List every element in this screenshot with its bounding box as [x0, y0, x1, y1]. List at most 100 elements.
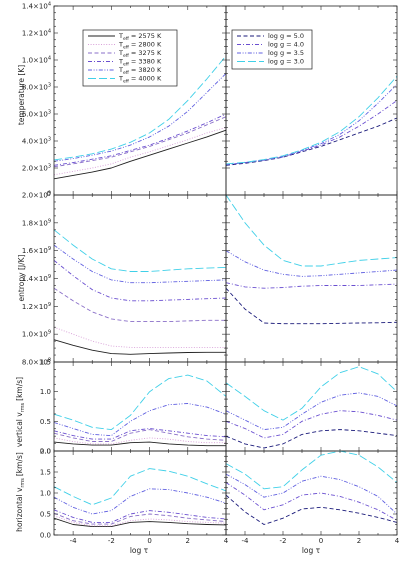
series-line-temperature-left-1	[53, 127, 227, 176]
y-tick-mantissa: 1.4×10	[22, 3, 48, 11]
y-tick-label: 1.0	[40, 388, 51, 396]
y-tick-label: 1.0×104	[22, 56, 51, 65]
x-tick-label: -2	[280, 537, 287, 545]
plot-frame	[53, 194, 227, 363]
x-tick-label: 2	[357, 537, 361, 545]
series-line-vertical-left-5	[53, 374, 227, 431]
legend-label-sub: eff	[123, 62, 130, 68]
legend-box	[231, 29, 313, 70]
y-tick-label: 1.6×109	[22, 246, 51, 255]
series-line-vertical-left-3	[53, 428, 227, 440]
panel-horizontal-right: -4 -2 0 2 4	[225, 450, 400, 545]
series-line-vertical-right-2	[225, 392, 398, 431]
y-tick-exponent: 3	[48, 110, 51, 116]
legend-entry-label: log g = 3.5	[268, 49, 304, 57]
legend-label-value: = 3380 K	[131, 58, 162, 66]
plot-frame	[225, 194, 398, 363]
y-tick-exponent: 9	[48, 218, 51, 224]
legend-label-main: T	[118, 41, 123, 49]
x-tick-label: 0	[319, 537, 323, 545]
legend-box	[82, 29, 178, 87]
panels-group: 2.0×1034.0×1036.0×1038.0×1031.0×1041.2×1…	[22, 2, 400, 546]
series-line-vertical-right-0	[225, 429, 398, 449]
legend-entry-label: Teff = 3275 K	[118, 49, 162, 59]
series-line-temperature-right-1	[225, 100, 398, 166]
x-tick-label: 2	[186, 537, 190, 545]
plot-frame	[53, 361, 227, 452]
legend-label-sub: eff	[123, 70, 130, 76]
series-line-horizontal-right-0	[225, 494, 398, 525]
series-line-temperature-right-0	[225, 117, 398, 166]
legend-entry-label: log g = 4.0	[268, 41, 304, 49]
y-tick-label: 1.5	[40, 469, 51, 477]
y-tick-exponent: 3	[48, 83, 51, 89]
y-tick-mantissa: 1.0×10	[22, 57, 48, 65]
series-line-entropy-right-0	[225, 287, 398, 325]
y-tick-label: 1.2×104	[22, 29, 51, 38]
ylabel-entropy: entropy [J/K]	[17, 254, 26, 301]
y-tick-exponent: 9	[48, 302, 51, 308]
y-tick-label: 1.2×109	[22, 302, 51, 311]
x-axis-labels-group: log τ log τ	[130, 546, 321, 555]
series-line-horizontal-left-3	[53, 509, 227, 523]
legend-label-sub: eff	[123, 53, 130, 59]
y-tick-label: 0.0	[40, 532, 51, 540]
y-tick-label: 0.5	[40, 511, 51, 519]
series-line-entropy-right-3	[225, 194, 398, 267]
y-tick-exponent: 4	[48, 2, 51, 8]
y-tick-exponent: 3	[48, 137, 51, 143]
legend-label-value: = 2575 K	[131, 32, 162, 40]
y-tick-mantissa: 6.0×10	[22, 111, 48, 119]
y-tick-exponent: 9	[48, 330, 51, 336]
y-tick-exponent: 3	[48, 164, 51, 170]
y-tick-exponent: 8	[48, 358, 51, 364]
y-tick-label-zero: 0	[47, 190, 51, 198]
y-tick-exponent: 9	[48, 191, 51, 197]
y-tick-label: 1.4×109	[22, 274, 51, 283]
y-tick-mantissa: 1.2×10	[22, 303, 48, 311]
y-tick-label: 0.5	[40, 418, 51, 426]
series-line-entropy-left-3	[53, 260, 227, 302]
x-tick-label: -4	[242, 537, 250, 545]
ylabel-vertical-main: vertical v	[15, 412, 24, 447]
y-tick-label: 0.0	[40, 448, 51, 456]
series-line-vertical-left-0	[53, 441, 226, 447]
ylabel-vertical-vrms: vertical vrms[km/s]	[15, 377, 26, 447]
legend-label-sub: eff	[123, 45, 130, 51]
y-tick-label: 8.0×108	[22, 358, 51, 367]
y-tick-mantissa: 2.0×10	[22, 165, 48, 173]
legend-entry-label: Teff = 3820 K	[118, 66, 162, 76]
y-tick-mantissa: 1.2×10	[22, 30, 48, 38]
y-tick-mantissa: 1.6×10	[22, 247, 48, 255]
legend-label-value: = 3820 K	[131, 66, 162, 74]
y-tick-label: 2.0×109	[22, 191, 51, 200]
ylabel-horizontal-unit: [km/s]	[15, 452, 24, 476]
legend-entry-label: Teff = 2800 K	[118, 41, 162, 51]
series-line-entropy-left-5	[53, 229, 227, 272]
y-tick-exponent: 4	[48, 29, 51, 35]
legend-label-value: = 4000 K	[131, 75, 162, 83]
y-tick-label: 8.0×103	[22, 83, 51, 92]
panel-entropy-right	[225, 194, 398, 363]
y-tick-label: 2.0×103	[22, 164, 51, 173]
series-line-vertical-right-1	[225, 410, 398, 439]
legend-entry-label: Teff = 3380 K	[118, 58, 162, 68]
series-line-temperature-left-0	[53, 129, 227, 180]
series-line-temperature-left-5	[53, 55, 227, 161]
series-line-entropy-left-2	[53, 287, 226, 323]
x-tick-label: -4	[70, 537, 78, 545]
y-tick-mantissa: 8.0×10	[22, 84, 48, 92]
legend-label-value: = 2800 K	[131, 41, 162, 49]
series-line-entropy-left-1	[53, 326, 226, 348]
series-line-temperature-right-3	[225, 75, 398, 165]
panel-temperature-right	[225, 5, 398, 196]
series-line-horizontal-left-5	[53, 468, 227, 506]
ylabel-vertical-sub: rms	[20, 402, 26, 412]
series-line-horizontal-left-1	[53, 515, 227, 527]
series-line-horizontal-left-4	[53, 488, 227, 515]
ylabel-horizontal-main: horizontal v	[15, 487, 24, 532]
legend-label-value: = 3275 K	[131, 49, 162, 57]
panel-entropy-left: 8.0×1081.0×1091.2×1091.4×1091.6×1091.8×1…	[22, 191, 227, 367]
